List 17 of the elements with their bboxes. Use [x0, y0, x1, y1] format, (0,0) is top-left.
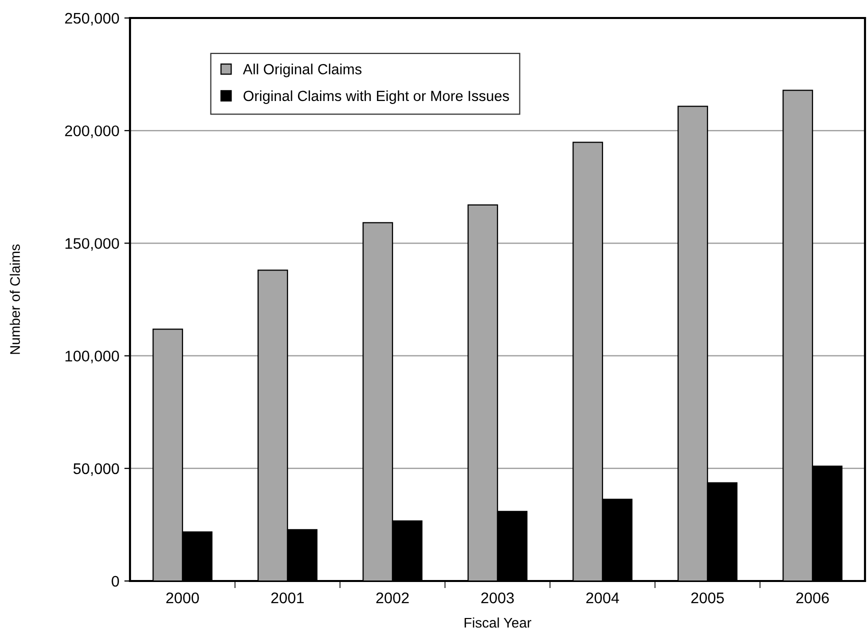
x-tick-label: 2005 — [691, 592, 724, 604]
y-tick-label: 100,000 — [66, 350, 119, 364]
y-tick-label: 250,000 — [65, 12, 119, 26]
x-tick-label: 2004 — [586, 592, 620, 604]
legend-label: All Original Claims — [242, 64, 362, 78]
legend-label: Original Claims with Eight or More Issues — [244, 90, 509, 104]
x-tick-label: 2002 — [376, 592, 409, 604]
x-tick-label: 2000 — [166, 592, 199, 604]
y-tick-label: 150,000 — [66, 238, 119, 251]
x-tick-label: 2001 — [271, 592, 304, 604]
x-tick-label: 2003 — [481, 592, 514, 604]
y-axis-title: Number of Claims — [10, 244, 20, 354]
y-tick-label: 0 — [112, 576, 119, 587]
y-tick-label: 50,000 — [73, 463, 119, 476]
y-tick-label: 200,000 — [65, 125, 119, 138]
x-axis-title: Fiscal Year — [464, 617, 532, 628]
x-tick-label: 2006 — [796, 592, 829, 604]
